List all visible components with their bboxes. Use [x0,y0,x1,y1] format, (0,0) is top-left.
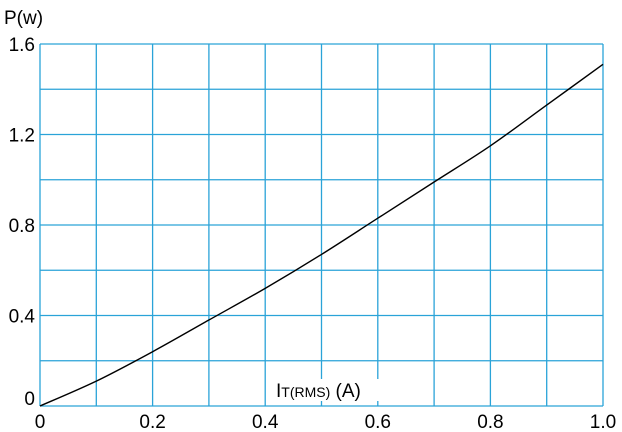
x-tick-label: 0.2 [139,412,165,432]
series-line [39,63,604,407]
x-axis-label-subscript: T(RMS) [281,384,330,400]
x-tick-label: 0.4 [252,412,279,432]
y-tick-label: 1.6 [9,35,35,56]
y-tick-label: 1.2 [9,126,35,147]
x-axis-label-unit: (A) [330,381,361,402]
x-tick-label: 0.8 [477,412,503,432]
y-axis-label: P(w) [4,8,43,29]
x-tick-label: 0.6 [365,412,391,432]
y-tick-label: 0 [24,389,35,410]
x-axis-label: IT(RMS) (A) [276,381,361,402]
y-tick-label: 0.4 [9,307,36,328]
x-axis-label-background [275,379,387,401]
y-tick-labels: 0 0.4 0.8 1.2 1.6 [9,35,36,410]
plot-area [39,63,604,407]
grid [39,43,604,407]
x-axis-label-main: I [276,381,281,402]
x-tick-label: 1.0 [590,412,616,432]
x-tick-labels: 0 0.2 0.4 0.6 0.8 1.0 [35,412,617,432]
y-tick-label: 0.8 [9,216,35,237]
x-tick-label: 0 [35,412,46,432]
